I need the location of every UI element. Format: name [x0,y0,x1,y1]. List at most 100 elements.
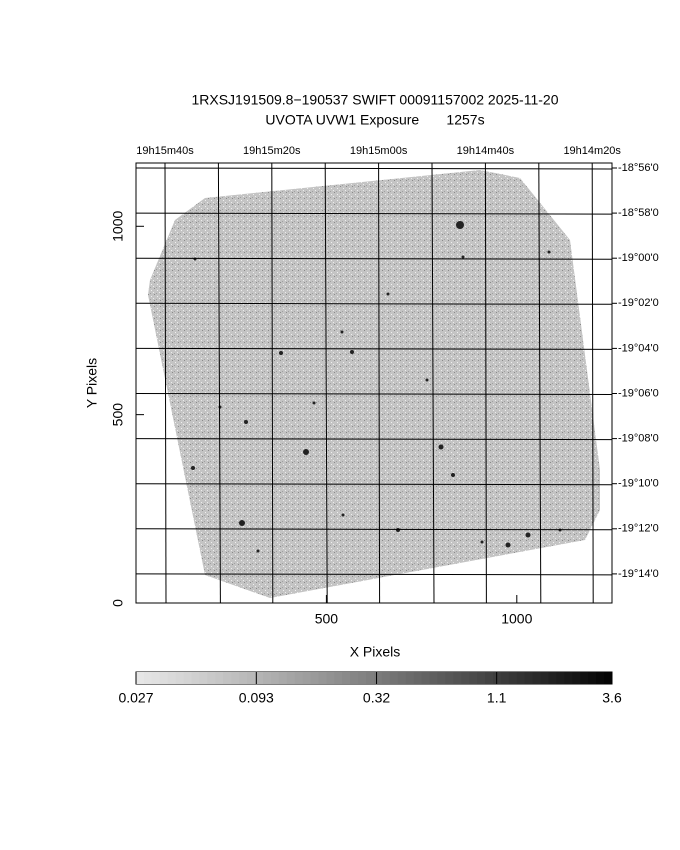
y-tick-label: 0 [110,599,126,607]
colorbar-step [477,672,486,684]
colorbar-step [342,672,351,684]
y-axis-label: Y Pixels [84,358,100,408]
plot-frame [135,162,613,604]
colorbar-tick-label: 0.027 [118,690,153,706]
colorbar-step [167,672,177,684]
colorbar-step [175,672,185,684]
colorbar-step [318,672,327,684]
colorbar-step [429,672,438,684]
colorbar-tick-label: 1.1 [487,690,507,706]
colorbar-step [421,672,431,684]
dec-label: -19°12'0 [618,523,659,535]
colorbar-step [270,672,280,684]
dec-grid-line [135,528,613,531]
colorbar-step [286,672,296,684]
chart-subtitle: UVOTA UVW1 Exposure 1257s [265,112,484,128]
x-axis-label: X Pixels [350,644,401,660]
colorbar-step [532,672,542,684]
colorbar-step [302,672,312,684]
dec-grid-line [135,573,613,576]
ra-label: 19h14m20s [563,145,621,157]
colorbar-step [151,672,161,684]
chart-title: 1RXSJ191509.8−190537 SWIFT 00091157002 2… [191,92,558,108]
ra-grid-line [591,162,594,604]
dec-label: -19°14'0 [618,568,659,580]
colorbar-step [500,672,510,684]
colorbar-step [278,672,288,684]
colorbar-step [255,672,264,684]
dec-label: -19°02'0 [618,297,659,309]
colorbar-step [159,672,169,684]
colorbar-step [572,672,581,684]
colorbar-step [294,672,304,684]
ra-label: 19h15m00s [350,145,408,157]
colorbar-step [231,672,240,684]
colorbar-step [493,672,502,684]
colorbar-step [516,672,526,684]
colorbar-step [350,672,359,684]
colorbar-step [485,672,494,684]
ra-grid-line [271,162,274,604]
colorbar-tick-label: 3.6 [602,690,622,706]
y-tick-label: 1000 [110,211,126,242]
colorbar-step [540,672,550,684]
colorbar-step [588,672,597,684]
y-tick-label: 500 [110,403,126,427]
colorbar-step [524,672,534,684]
colorbar-tick-label: 0.093 [239,690,274,706]
dec-grid-line [135,257,613,260]
colorbar-step [461,672,470,684]
colorbar-step [564,672,573,684]
dec-grid-line [135,438,613,441]
colorbar-step [310,672,319,684]
x-tick-label: 1000 [501,611,532,627]
colorbar-step [366,672,375,684]
ra-label: 19h15m40s [136,145,194,157]
x-tick-label: 500 [315,611,339,627]
colorbar-step [223,672,232,684]
colorbar-step [405,672,415,684]
colorbar-step [397,672,407,684]
colorbar-step [143,672,153,684]
colorbar-step [191,672,200,684]
ra-grid-line [164,162,167,604]
colorbar-step [413,672,423,684]
dec-label: -19°08'0 [618,433,659,445]
dec-grid-line [135,167,613,170]
dec-label: -18°58'0 [618,207,659,219]
colorbar-step [469,672,478,684]
colorbar-step [508,672,518,684]
colorbar-step [381,672,391,684]
dec-label: -19°06'0 [618,387,659,399]
colorbar-step [334,672,343,684]
exposure-region [148,170,600,598]
colorbar-tick-label: 0.32 [363,690,390,706]
dec-grid-line [135,483,613,486]
dec-grid-line [135,393,613,395]
colorbar-step [596,672,605,684]
dec-label: -19°10'0 [618,478,659,490]
ra-label: 19h14m40s [457,145,515,157]
colorbar-step [453,672,462,684]
colorbar-step [215,672,224,684]
colorbar-step [374,672,383,684]
colorbar-step [199,672,208,684]
dec-grid-line [135,212,613,215]
image [148,170,600,598]
colorbar-step [358,672,367,684]
colorbar-step [548,672,557,684]
colorbar-step [326,672,335,684]
dec-grid-line [135,347,613,350]
colorbar-step [445,672,454,684]
colorbar-step [556,672,565,684]
colorbar-step [604,672,613,684]
colorbar-step [580,672,589,684]
ra-label: 19h15m20s [243,145,301,157]
colorbar-step [437,672,446,684]
colorbar-step [207,672,216,684]
dec-grid-line [135,302,613,305]
dec-label: -19°04'0 [618,342,659,354]
wcs-grid [135,162,613,604]
